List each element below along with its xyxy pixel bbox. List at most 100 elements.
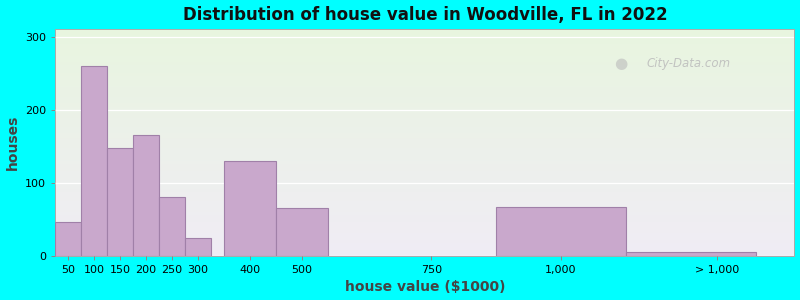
Bar: [55, 145, 794, 146]
Bar: [55, 197, 794, 199]
Bar: [55, 250, 794, 252]
Bar: [55, 126, 794, 127]
Bar: [55, 54, 794, 56]
Bar: [55, 95, 794, 97]
Bar: [55, 227, 794, 230]
Bar: [55, 165, 794, 167]
Bar: [55, 59, 794, 62]
Text: City-Data.com: City-Data.com: [646, 57, 730, 70]
Bar: [55, 46, 794, 48]
Bar: [55, 61, 794, 63]
Bar: [82, 66, 107, 256]
Bar: [55, 177, 794, 178]
Bar: [55, 226, 794, 227]
Bar: [55, 161, 794, 163]
Bar: [55, 150, 794, 152]
Bar: [55, 109, 794, 110]
Bar: [55, 105, 794, 107]
Bar: [55, 118, 794, 120]
Bar: [55, 73, 794, 75]
Bar: [55, 112, 794, 114]
Bar: [55, 56, 794, 58]
Bar: [55, 37, 794, 39]
Bar: [55, 67, 794, 69]
Bar: [55, 241, 794, 243]
Bar: [159, 197, 185, 256]
Bar: [133, 135, 159, 256]
Bar: [55, 184, 794, 186]
Bar: [55, 120, 794, 122]
Bar: [55, 48, 794, 50]
Bar: [55, 194, 794, 195]
Bar: [55, 154, 794, 156]
Bar: [55, 92, 794, 94]
Bar: [55, 216, 794, 218]
Bar: [55, 63, 794, 65]
Bar: [55, 201, 794, 203]
X-axis label: house value ($1000): house value ($1000): [345, 280, 505, 294]
Bar: [55, 230, 794, 231]
Bar: [107, 148, 133, 256]
Bar: [55, 139, 794, 141]
Bar: [55, 40, 794, 43]
Bar: [55, 244, 794, 246]
Bar: [55, 203, 794, 205]
Bar: [55, 122, 794, 124]
Bar: [55, 190, 794, 192]
Y-axis label: houses: houses: [6, 115, 19, 170]
Bar: [55, 39, 794, 41]
Bar: [55, 195, 794, 197]
Bar: [55, 133, 794, 135]
Bar: [55, 65, 794, 67]
Bar: [55, 188, 794, 190]
Bar: [55, 186, 794, 188]
Bar: [55, 78, 794, 80]
Bar: [55, 141, 794, 142]
Bar: [55, 129, 794, 131]
Title: Distribution of house value in Woodville, FL in 2022: Distribution of house value in Woodville…: [182, 6, 667, 24]
Bar: [55, 76, 794, 78]
Bar: [55, 163, 794, 165]
Text: ●: ●: [614, 56, 627, 71]
Bar: [55, 101, 794, 103]
Bar: [55, 169, 794, 171]
Bar: [55, 214, 794, 216]
Bar: [55, 252, 794, 254]
Bar: [55, 235, 794, 237]
Bar: [55, 218, 794, 220]
Bar: [55, 233, 794, 235]
Bar: [55, 178, 794, 180]
Bar: [55, 148, 794, 150]
Bar: [55, 114, 794, 116]
Bar: [55, 69, 794, 71]
Bar: [55, 58, 794, 59]
Bar: [55, 146, 794, 148]
Bar: [185, 238, 211, 256]
Bar: [55, 35, 794, 37]
Bar: [55, 156, 794, 158]
Bar: [55, 29, 794, 31]
Bar: [55, 207, 794, 209]
Bar: [55, 142, 794, 145]
Bar: [55, 131, 794, 133]
Bar: [55, 86, 794, 88]
Bar: [55, 248, 794, 250]
Bar: [55, 243, 794, 244]
Bar: [55, 110, 794, 112]
Bar: [55, 221, 82, 256]
Bar: [55, 205, 794, 207]
Bar: [55, 212, 794, 214]
Bar: [55, 246, 794, 248]
Bar: [55, 94, 794, 95]
Bar: [55, 209, 794, 211]
Bar: [55, 71, 794, 73]
Bar: [55, 99, 794, 101]
Bar: [55, 158, 794, 160]
Bar: [55, 88, 794, 90]
Bar: [55, 43, 794, 44]
Bar: [55, 173, 794, 175]
Bar: [55, 180, 794, 182]
Bar: [55, 220, 794, 222]
Bar: [276, 208, 327, 256]
Bar: [55, 182, 794, 184]
